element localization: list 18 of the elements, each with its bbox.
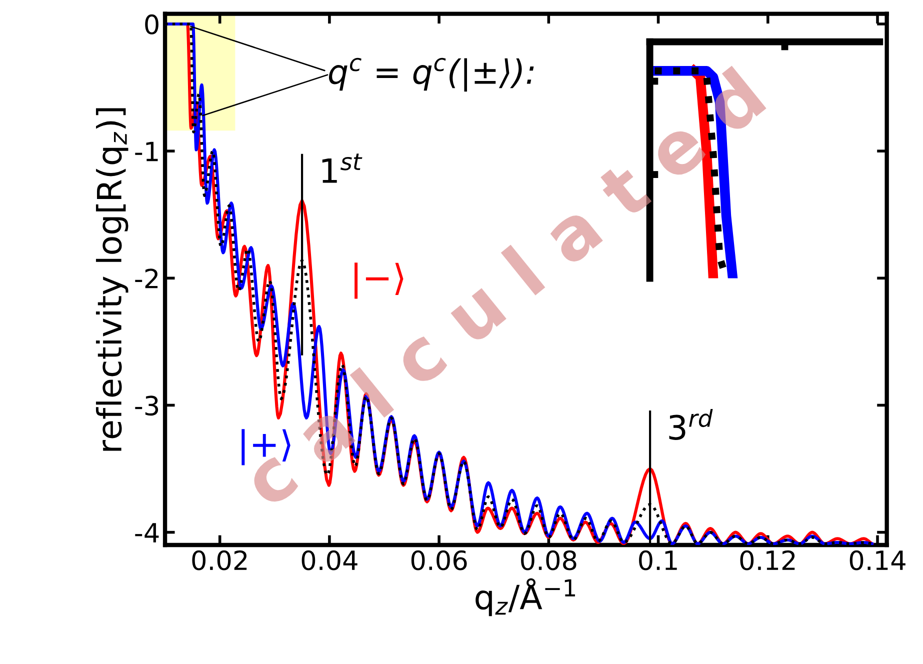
x-tick-label: 0.04 [302,550,358,570]
y-axis-title: reflectivity log[R(q$_{z}$)] [96,108,128,451]
x-tick-label: 0.14 [850,550,906,570]
y-tick-label: -2 [135,268,158,288]
y-tick-label: -4 [135,523,159,542]
x-tick-label: 0.02 [192,550,247,570]
y-tick-label: 0 [145,14,158,34]
x-tick-label: 0.08 [521,550,576,570]
series-label: |−⟩ [354,262,404,299]
x-tick-label: 0.12 [740,550,795,570]
x-tick-label: 0.1 [639,550,677,570]
annotation: 3$^{rd}$ [669,409,713,440]
x-axis-title: q$_{z}$/Å$^{−1}$ [476,578,575,616]
annotation: q$^{c}$ = q$^{c}$(|±⟩): [328,58,534,92]
y-tick-label: -3 [135,396,158,416]
x-tick-label: 0.06 [411,550,467,570]
y-tick-label: -1 [135,142,158,162]
annotation: 1$^{st}$ [322,154,362,183]
